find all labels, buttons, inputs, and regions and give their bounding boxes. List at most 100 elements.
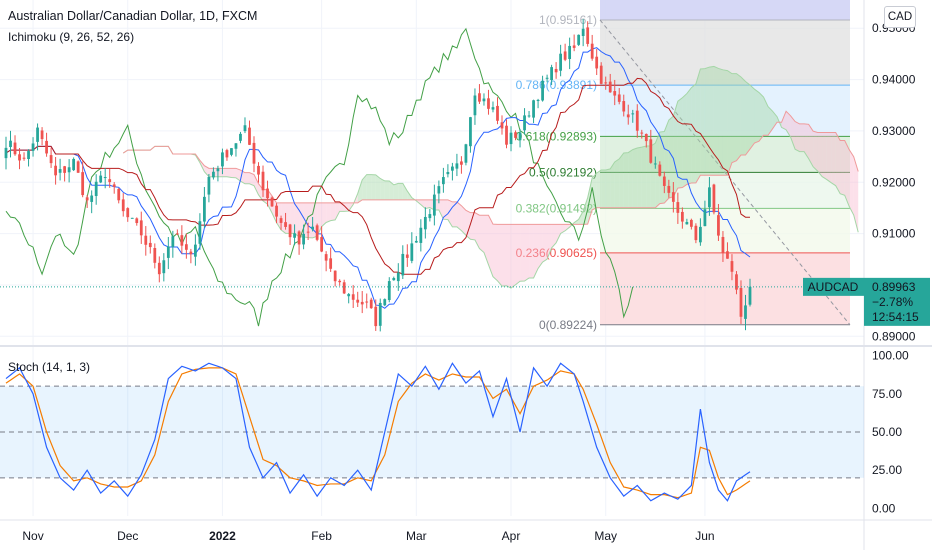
candle-body xyxy=(13,142,17,155)
candle-body xyxy=(509,132,513,145)
bar-countdown-label: 12:54:15 xyxy=(872,310,919,324)
candle-body xyxy=(514,132,517,138)
price-tick-label: 0.92000 xyxy=(872,175,916,189)
stoch-tick-label: 50.00 xyxy=(872,425,902,439)
candle-body xyxy=(662,176,666,186)
price-tick-label: 0.93000 xyxy=(872,124,916,138)
cloud-segment xyxy=(578,211,584,225)
cloud-segment xyxy=(420,199,426,209)
candle-body xyxy=(252,142,256,164)
candle-body xyxy=(4,147,8,159)
candle-body xyxy=(460,161,463,165)
stoch-k-line xyxy=(5,362,751,502)
cloud-segment xyxy=(844,140,850,207)
cloud-segment xyxy=(565,224,570,231)
candle-body xyxy=(374,306,378,327)
cloud-segment xyxy=(641,145,647,208)
candle-body xyxy=(171,236,175,247)
candle-body xyxy=(117,188,121,201)
cloud-segment xyxy=(488,215,493,277)
candle-body xyxy=(405,254,409,258)
candle-body xyxy=(293,233,296,238)
candle-body xyxy=(198,221,202,244)
candle-body xyxy=(482,98,486,102)
candle-body xyxy=(590,43,594,59)
candle-body xyxy=(473,95,477,116)
fib-level-label: 1(0.95161) xyxy=(539,13,597,27)
candle-body xyxy=(410,243,414,261)
fib-level-label: 0.5(0.92192) xyxy=(529,165,597,179)
candle-body xyxy=(532,100,535,118)
candle-body xyxy=(333,270,337,282)
candle-body xyxy=(455,163,459,169)
candle-body xyxy=(649,139,653,163)
cloud-segment xyxy=(244,172,250,184)
cloud-segment xyxy=(605,168,611,208)
candle-body xyxy=(708,187,711,208)
candle-body xyxy=(518,132,522,141)
candle-body xyxy=(586,27,590,44)
candle-body xyxy=(275,205,278,217)
candle-body xyxy=(608,81,612,93)
cloud-segment xyxy=(623,152,629,208)
currency-button[interactable]: CAD xyxy=(884,6,916,28)
candle-body xyxy=(613,91,617,96)
cloud-segment xyxy=(750,85,755,150)
candle-body xyxy=(212,171,215,178)
price-change-label: −2.78% xyxy=(872,295,913,309)
cloud-segment xyxy=(835,132,841,194)
cloud-segment xyxy=(362,174,367,200)
candle-body xyxy=(342,282,346,294)
candle-body xyxy=(541,80,544,101)
fib-level-label: 0.786(0.93891) xyxy=(516,78,597,92)
candle-body xyxy=(563,51,567,60)
cloud-segment xyxy=(804,123,809,159)
cloud-segment xyxy=(619,152,624,208)
candle-body xyxy=(735,274,738,290)
cloud-segment xyxy=(321,202,327,227)
candle-body xyxy=(49,155,53,164)
cloud-segment xyxy=(371,174,376,200)
cloud-segment xyxy=(465,210,471,240)
candle-body xyxy=(279,218,283,223)
fib-zone xyxy=(600,208,850,253)
cloud-segment xyxy=(722,69,728,176)
candle-body xyxy=(180,235,184,246)
candle-body xyxy=(739,287,743,317)
candle-body xyxy=(193,244,197,257)
cloud-segment xyxy=(204,165,209,177)
base-line xyxy=(5,77,750,275)
candle-body xyxy=(676,202,680,213)
ichimoku-cloud xyxy=(122,65,859,289)
stochastic-legend: Stoch (14, 1, 3) xyxy=(8,360,91,374)
candle-body xyxy=(387,281,391,301)
candle-body xyxy=(36,127,39,142)
candle-body xyxy=(428,214,432,219)
cloud-segment xyxy=(763,97,769,136)
time-tick-label: Jun xyxy=(695,529,714,543)
candle-body xyxy=(712,184,716,213)
conversion-line xyxy=(5,47,751,309)
candle-body xyxy=(139,220,143,236)
cloud-segment xyxy=(452,201,457,227)
candle-body xyxy=(311,226,315,230)
candle-body xyxy=(90,195,94,202)
candle-body xyxy=(207,177,211,195)
candle-body xyxy=(469,117,472,147)
cloud-segment xyxy=(249,172,254,186)
candle-body xyxy=(622,101,626,112)
candle-body xyxy=(744,305,747,319)
candle-body xyxy=(9,140,12,148)
candle-body xyxy=(392,278,396,281)
time-tick-label: Feb xyxy=(311,529,332,543)
candle-body xyxy=(135,218,139,224)
candle-body xyxy=(108,179,112,183)
cloud-segment xyxy=(768,106,773,136)
cloud-segment xyxy=(330,202,336,221)
candle-body xyxy=(496,105,499,121)
candle-body xyxy=(730,261,734,272)
candle-body xyxy=(572,45,576,48)
cloud-segment xyxy=(380,178,385,200)
candle-body xyxy=(464,144,468,163)
